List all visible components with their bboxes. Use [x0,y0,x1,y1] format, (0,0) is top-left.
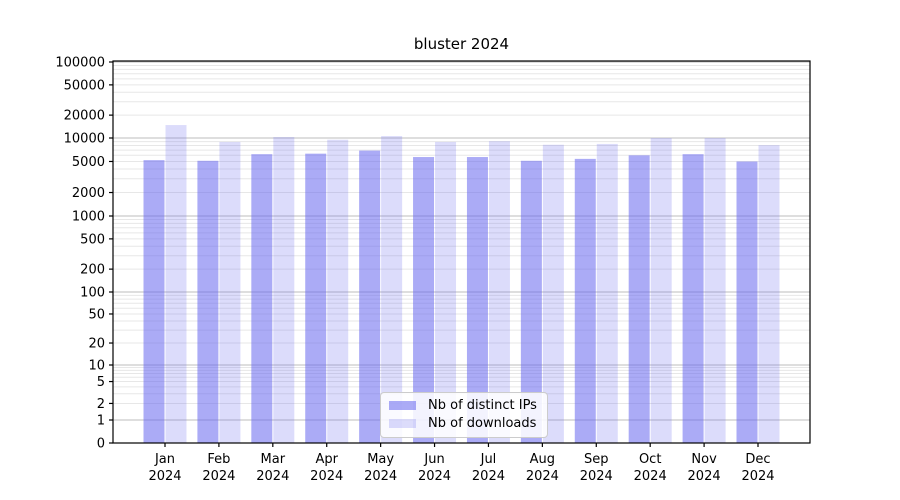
x-tick-label-year: 2024 [688,469,721,484]
x-tick-label-year: 2024 [256,469,289,484]
x-tick-label-month: Mar [261,452,286,467]
y-tick-label: 10000 [64,132,105,147]
x-tick-label-year: 2024 [148,469,181,484]
x-tick-label-month: Sep [584,452,609,467]
y-tick-label: 1 [97,414,105,429]
x-tick-label-month: Oct [639,452,661,467]
bar-nb-of-distinct-ips-oct-2024 [628,155,650,443]
y-tick-label: 5000 [72,155,105,170]
bar-nb-of-distinct-ips-apr-2024 [305,153,327,444]
x-tick-label-month: Jun [423,452,444,467]
bar-nb-of-distinct-ips-jul-2024 [466,157,488,444]
legend-swatch-distinct-ips [389,401,416,410]
bar-nb-of-downloads-mar-2024 [273,137,295,444]
bar-nb-of-distinct-ips-feb-2024 [197,160,219,444]
x-tick-label-year: 2024 [364,469,397,484]
y-tick-label: 50 [88,307,105,322]
bar-nb-of-downloads-jan-2024 [165,125,187,443]
x-tick-label-year: 2024 [310,469,343,484]
y-tick-label: 20 [88,337,105,352]
bar-nb-of-downloads-jul-2024 [488,141,510,444]
bar-nb-of-downloads-jun-2024 [435,141,457,444]
x-tick-label-month: May [367,452,394,467]
y-tick-label: 0 [97,437,105,452]
x-tick-label-year: 2024 [418,469,451,484]
y-tick-label: 10 [88,359,105,374]
bar-nb-of-distinct-ips-nov-2024 [682,154,704,443]
y-tick-label: 1000 [72,210,105,225]
bar-nb-of-distinct-ips-aug-2024 [520,160,542,444]
bar-nb-of-distinct-ips-sep-2024 [574,158,596,443]
legend-swatch-downloads [389,419,416,428]
bar-nb-of-downloads-feb-2024 [219,141,241,444]
y-tick-label: 500 [80,232,105,247]
x-tick-label-month: Feb [207,452,230,467]
bar-nb-of-downloads-aug-2024 [542,144,564,443]
x-tick-label-month: Aug [530,452,555,467]
x-tick-label-year: 2024 [472,469,505,484]
x-tick-label-month: Apr [315,452,338,467]
y-tick-label: 2000 [72,186,105,201]
legend-entry-distinct-ips: Nb of distinct IPs [389,398,537,413]
x-tick-label-year: 2024 [526,469,559,484]
bar-nb-of-downloads-oct-2024 [650,138,672,443]
bar-nb-of-distinct-ips-jun-2024 [413,157,435,444]
x-tick-label-month: Jan [154,452,175,467]
x-tick-label-month: Jul [480,452,497,467]
legend-entry-downloads: Nb of downloads [389,416,537,431]
chart-legend: Nb of distinct IPs Nb of downloads [380,392,548,438]
legend-label-downloads: Nb of downloads [428,416,537,431]
y-tick-label: 200 [80,263,105,278]
y-tick-label: 5 [97,375,105,390]
bar-nb-of-distinct-ips-jan-2024 [143,160,165,443]
bar-nb-of-distinct-ips-mar-2024 [251,154,273,443]
x-tick-label-month: Dec [745,452,770,467]
x-tick-label-year: 2024 [580,469,613,484]
bar-nb-of-distinct-ips-may-2024 [359,150,381,444]
y-tick-label: 50000 [64,78,105,93]
y-tick-label: 100 [80,286,105,301]
chart-title: bluster 2024 [413,35,510,53]
x-tick-label-year: 2024 [741,469,774,484]
x-tick-label-year: 2024 [634,469,667,484]
x-tick-label-month: Nov [691,452,717,467]
y-tick-label: 20000 [64,109,105,124]
bar-nb-of-downloads-may-2024 [381,136,403,443]
y-tick-label: 100000 [55,56,105,71]
bar-nb-of-downloads-sep-2024 [596,143,618,443]
y-tick-label: 2 [97,397,105,412]
x-tick-label-year: 2024 [202,469,235,484]
legend-label-distinct-ips: Nb of distinct IPs [428,398,537,413]
bar-nb-of-downloads-nov-2024 [704,138,726,443]
bar-nb-of-distinct-ips-dec-2024 [736,161,758,443]
bar-nb-of-downloads-dec-2024 [758,145,780,443]
bar-nb-of-downloads-apr-2024 [327,139,349,444]
plot-border [112,60,811,444]
